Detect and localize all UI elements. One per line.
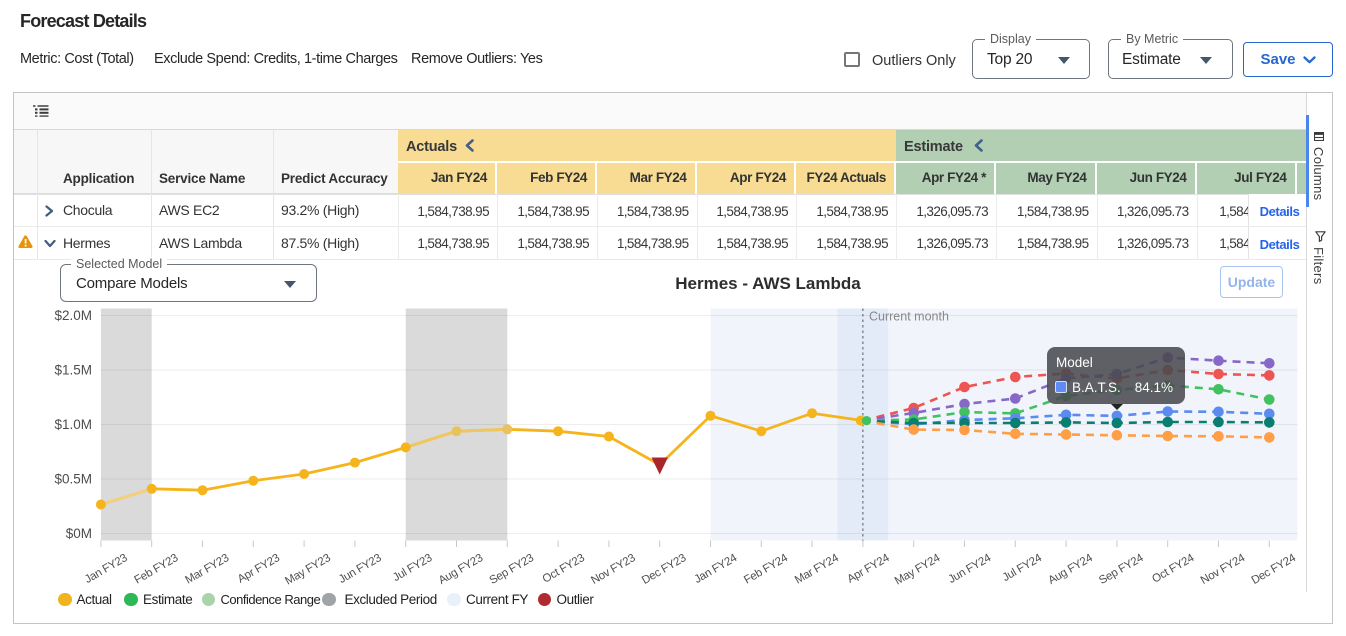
svg-text:Nov FY24: Nov FY24 [1199, 552, 1248, 587]
svg-text:Jul FY23: Jul FY23 [391, 552, 434, 584]
svg-text:Oct FY23: Oct FY23 [541, 552, 587, 585]
svg-text:Sep FY23: Sep FY23 [488, 552, 536, 587]
svg-text:$2.0M: $2.0M [54, 308, 92, 323]
svg-text:Feb FY24: Feb FY24 [742, 552, 790, 587]
svg-text:Mar FY23: Mar FY23 [183, 552, 231, 586]
svg-text:$1.0M: $1.0M [54, 417, 92, 432]
svg-text:$1.5M: $1.5M [54, 363, 92, 378]
svg-text:Apr FY24: Apr FY24 [845, 552, 892, 586]
svg-text:Nov FY23: Nov FY23 [589, 552, 637, 587]
svg-text:Dec FY23: Dec FY23 [640, 552, 688, 587]
svg-text:Feb FY23: Feb FY23 [133, 552, 181, 586]
svg-text:Dec FY24: Dec FY24 [1250, 552, 1299, 587]
svg-text:Jun FY24: Jun FY24 [946, 552, 993, 586]
svg-text:$0.5M: $0.5M [54, 472, 92, 487]
svg-text:Jul FY24: Jul FY24 [1001, 552, 1045, 584]
svg-text:Jan FY23: Jan FY23 [83, 552, 130, 586]
svg-text:Sep FY24: Sep FY24 [1097, 552, 1146, 587]
svg-text:Mar FY24: Mar FY24 [793, 552, 841, 587]
svg-text:Aug FY24: Aug FY24 [1046, 552, 1095, 587]
svg-text:Oct FY24: Oct FY24 [1150, 552, 1197, 586]
svg-text:Aug FY23: Aug FY23 [437, 552, 485, 587]
svg-text:Jun FY23: Jun FY23 [337, 552, 384, 586]
svg-text:$0M: $0M [66, 526, 92, 541]
svg-text:May FY23: May FY23 [283, 552, 332, 587]
svg-text:May FY24: May FY24 [893, 552, 943, 588]
svg-text:Jan FY24: Jan FY24 [692, 552, 739, 586]
svg-text:Current month: Current month [869, 310, 949, 324]
svg-text:Apr FY23: Apr FY23 [236, 552, 282, 585]
